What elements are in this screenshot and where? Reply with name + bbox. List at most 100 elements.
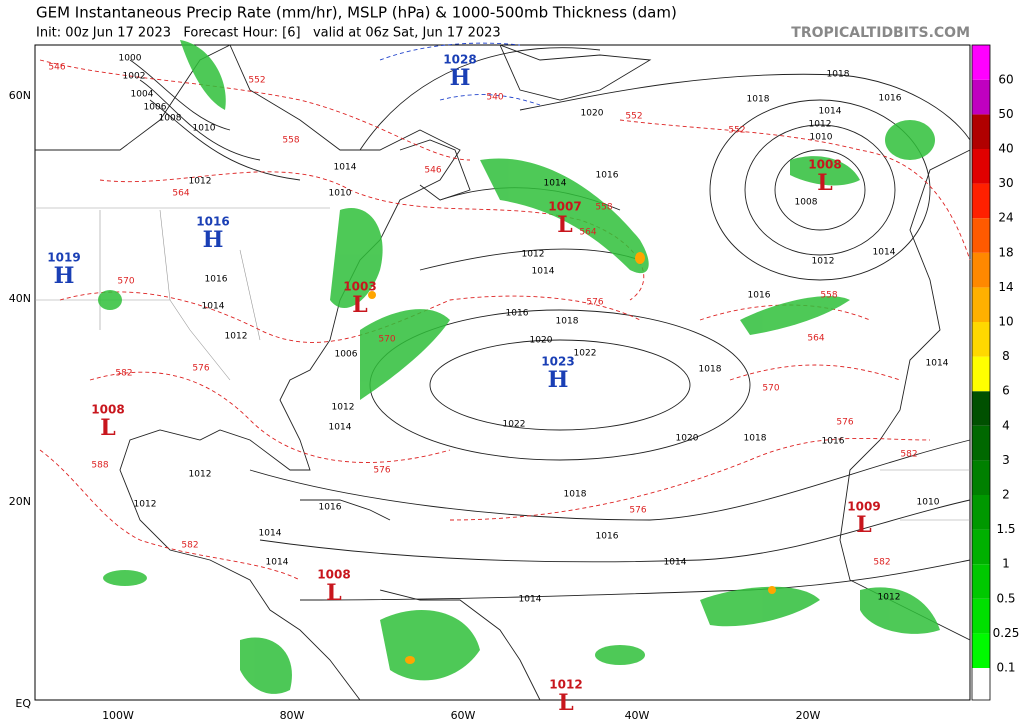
- isobar-label: 1020: [530, 336, 553, 346]
- thickness-label: 546: [48, 63, 65, 73]
- colorbar-cell: [972, 391, 990, 426]
- lon-label: 60W: [451, 709, 476, 722]
- thickness-label: 552: [728, 126, 745, 136]
- precip-area: [700, 586, 820, 627]
- isobar: [709, 99, 931, 281]
- coast-sa: [379, 589, 541, 701]
- colorbar-cell: [972, 79, 990, 115]
- colorbar-cell: [972, 218, 990, 253]
- isobar: [519, 73, 971, 141]
- center-pressure: 1007: [548, 200, 581, 214]
- isobar-label: 1002: [123, 72, 146, 82]
- isobar: [129, 59, 301, 181]
- isobar-label: 1012: [812, 257, 835, 267]
- watermark: TROPICALTIDBITS.COM: [791, 25, 970, 41]
- coast-greenland: [499, 44, 652, 101]
- isobar-label: 1004: [131, 90, 154, 100]
- center-pressure: 1008: [91, 403, 124, 417]
- isobar-label: 1014: [819, 107, 842, 117]
- precip-area: [740, 296, 850, 335]
- isobar: [429, 339, 691, 431]
- isobar-label: 1000: [119, 54, 142, 64]
- center-letter: H: [548, 367, 569, 393]
- center-pressure: 1009: [847, 500, 880, 514]
- thickness-label: 546: [424, 166, 441, 176]
- borders: [35, 207, 970, 521]
- isobar-label: 1012: [332, 403, 355, 413]
- colorbar-cell: [972, 529, 990, 565]
- center-pressure: 1008: [808, 158, 841, 172]
- isobar-label: 1014: [266, 558, 289, 568]
- center-pressure: 1012: [549, 678, 582, 692]
- precip-area: [360, 309, 450, 400]
- isobar-label: 1016: [748, 291, 771, 301]
- lat-label: 60N: [9, 89, 31, 102]
- precip-area: [330, 208, 383, 309]
- isobar-label: 1010: [810, 133, 833, 143]
- isobar-label: 1014: [926, 359, 949, 369]
- center-letter: L: [352, 292, 367, 318]
- isobar-label: 1016: [596, 171, 619, 181]
- colorbar-cell: [972, 598, 990, 634]
- colorbar-label: 0.5: [996, 591, 1015, 605]
- lat-label: EQ: [15, 697, 31, 710]
- colorbar-cell: [972, 287, 990, 322]
- isobar-label: 1018: [827, 70, 850, 80]
- thickness-label: 564: [172, 189, 189, 199]
- isobar-label: 1012: [134, 500, 157, 510]
- colorbar-label: 10: [998, 315, 1013, 329]
- precip: [98, 40, 940, 694]
- isobar-label: 1008: [159, 114, 182, 124]
- thickness-label: 558: [282, 136, 299, 146]
- colorbar-label: 18: [998, 245, 1013, 259]
- thickness-label: 558: [820, 291, 837, 301]
- precip-area: [180, 40, 226, 110]
- colorbar-cell: [972, 460, 990, 495]
- isobar-label: 1014: [519, 595, 542, 605]
- isobar-label: 1016: [506, 309, 529, 319]
- center-letter: H: [203, 227, 224, 253]
- thickness-label: 582: [115, 369, 132, 379]
- colorbar-label: 1: [1002, 557, 1010, 571]
- thickness-label: 558: [595, 203, 612, 213]
- isobar-label: 1018: [564, 490, 587, 500]
- colorbar-label: 40: [998, 142, 1013, 156]
- precip-area: [480, 158, 649, 274]
- title: GEM Instantaneous Precip Rate (mm/hr), M…: [36, 4, 677, 22]
- colorbar-label: 2: [1002, 488, 1010, 502]
- colorbar-label: 6: [1002, 384, 1010, 398]
- colorbar-cell: [972, 495, 990, 530]
- map-frame: [34, 44, 971, 701]
- thickness-label: 576: [373, 466, 390, 476]
- isobar: [299, 559, 971, 601]
- center-pressure: 1023: [541, 355, 574, 369]
- isobar-label: 1014: [873, 248, 896, 258]
- precip-area: [860, 587, 940, 634]
- center-letter: L: [558, 690, 573, 716]
- precip-area: [98, 290, 122, 310]
- isobar-label: 1008: [795, 198, 818, 208]
- center-letter: L: [100, 415, 115, 441]
- colorbar-cell: [972, 252, 990, 288]
- colorbar-label: 8: [1002, 349, 1010, 363]
- isobar-label: 1010: [329, 189, 352, 199]
- isobar-label: 1018: [556, 317, 579, 327]
- colorbar-label: 30: [998, 176, 1013, 190]
- isobar-label: 1012: [878, 593, 901, 603]
- precip-area: [790, 156, 860, 186]
- colorbar-frame: [971, 44, 991, 701]
- thickness-line-cold: [379, 42, 541, 106]
- isobar-label: 1016: [879, 94, 902, 104]
- coast-caribbean: [300, 499, 391, 521]
- isobar-label: 1012: [189, 177, 212, 187]
- colorbar-label: 50: [998, 107, 1013, 121]
- colorbar: 0.1 0.25 0.5 1 1.5 2 3 4 6 8 10 14 18 24 30 40 50 60: [971, 44, 1019, 701]
- isobar: [774, 149, 866, 231]
- lon-label: 20W: [796, 709, 821, 722]
- colorbar-cell: [972, 149, 990, 184]
- center-letter: H: [54, 263, 75, 289]
- labels: 100W 80W 60W 40W 20W 60N 40N 20N EQ 1018 1016 1014 1…: [9, 53, 949, 723]
- thickness-label: 564: [807, 334, 824, 344]
- center-letter: L: [326, 580, 341, 606]
